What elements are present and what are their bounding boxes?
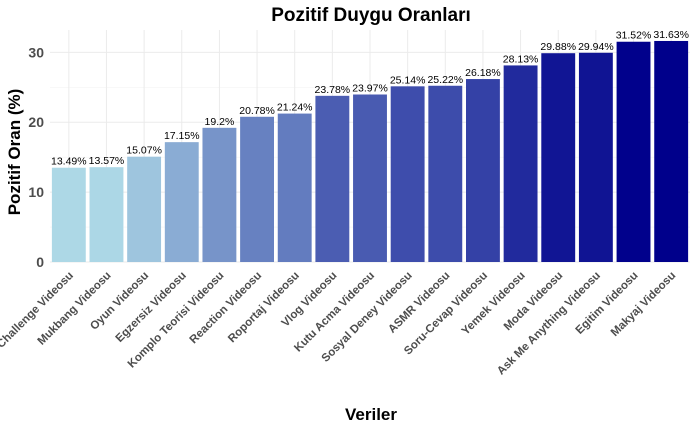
x-tick-label: Makyaj Videosu (609, 270, 678, 339)
x-tick-label: Egzersiz Videosu (114, 270, 189, 345)
data-label: 28.13% (503, 53, 539, 65)
bar (315, 95, 350, 262)
data-label: 13.57% (89, 155, 125, 167)
x-axis-title: Veriler (345, 405, 397, 424)
bar (127, 156, 162, 262)
x-tick-label: Reaction Videosu (188, 270, 265, 347)
x-tick-label: Roportaj Videosu (226, 270, 302, 346)
bar (654, 40, 689, 262)
data-label: 29.94% (578, 41, 614, 53)
data-label: 23.78% (315, 84, 351, 96)
x-tick-label: Yemek Videosu (460, 270, 528, 338)
bars (51, 40, 689, 263)
x-tick-label: Mukbang Videosu (36, 270, 114, 348)
data-label: 26.18% (465, 67, 501, 79)
data-label: 19.2% (205, 116, 235, 128)
data-label: 31.52% (616, 30, 652, 42)
bar (89, 167, 124, 262)
data-label: 31.63% (653, 29, 689, 41)
data-label: 15.07% (126, 145, 162, 157)
bar (541, 53, 576, 263)
y-tick-label: 20 (28, 114, 44, 130)
data-label: 29.88% (540, 41, 576, 53)
bar (353, 94, 387, 262)
bar (390, 86, 425, 262)
y-tick-label: 10 (28, 184, 44, 200)
bar (51, 167, 86, 262)
data-label: 21.24% (277, 102, 313, 114)
y-tick-label: 30 (28, 44, 44, 60)
y-axis-title: Pozitif Oran (%) (5, 89, 24, 216)
bar (428, 85, 463, 262)
bar (202, 127, 237, 262)
y-axis-ticks: 0 10 20 30 (28, 44, 44, 270)
bar (466, 79, 500, 262)
data-label: 25.22% (427, 74, 463, 86)
data-label: 23.97% (352, 82, 388, 94)
bar (277, 113, 312, 263)
bar (240, 116, 274, 262)
bar (616, 41, 651, 262)
bar (578, 52, 613, 262)
data-labels: 13.49% 13.57%15.07%17.15% 19.2% 20.78% 21.24… (51, 29, 689, 168)
bar (164, 142, 199, 262)
bar (503, 65, 538, 262)
data-label: 20.78% (239, 105, 275, 117)
y-tick-label: 0 (36, 254, 44, 270)
data-label: 13.49% (51, 156, 87, 168)
data-label: 17.15% (164, 130, 200, 142)
data-label: 25.14% (390, 74, 426, 86)
chart-title: Pozitif Duygu Oranları (271, 5, 471, 26)
